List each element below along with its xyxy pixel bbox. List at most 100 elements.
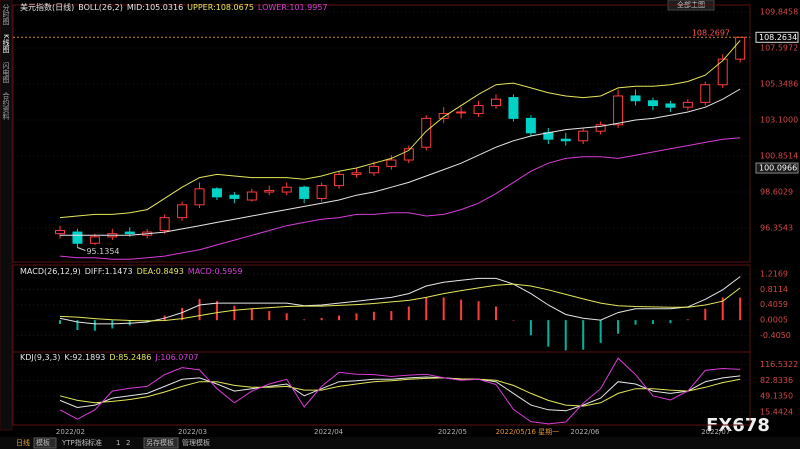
macd-bar bbox=[686, 319, 689, 321]
toolbar-item[interactable]: 标准 bbox=[88, 438, 102, 447]
indicator-line bbox=[59, 276, 741, 325]
sidebar-tab[interactable]: K线图 bbox=[2, 34, 10, 54]
macd-bar bbox=[372, 311, 375, 321]
toolbar bbox=[0, 437, 800, 449]
macd-bar bbox=[704, 308, 707, 321]
candle-body bbox=[72, 231, 83, 244]
x-tick-label: 2022/03 bbox=[178, 428, 207, 436]
macd-bar bbox=[320, 317, 323, 321]
toolbar-item[interactable]: 日线 bbox=[16, 438, 30, 447]
sidebar bbox=[0, 0, 13, 431]
y-tick-label: 49.1350 bbox=[760, 392, 793, 401]
cursor-price-label: 100.0966 bbox=[759, 164, 797, 173]
candle-body bbox=[334, 173, 345, 187]
header-item: MACD(26,12,9) bbox=[20, 267, 81, 276]
candle-body bbox=[246, 191, 257, 201]
toolbar-item[interactable]: 模板 bbox=[36, 438, 50, 447]
macd-bar bbox=[477, 301, 480, 321]
candle-body bbox=[177, 204, 188, 219]
candle-body bbox=[700, 84, 711, 103]
macd-bar bbox=[250, 308, 253, 321]
panel-frame bbox=[12, 351, 751, 426]
macd-bar bbox=[442, 297, 445, 321]
toolbar-highlight bbox=[143, 437, 179, 449]
candle-body bbox=[717, 58, 728, 86]
header-item: J:106.0707 bbox=[154, 353, 198, 362]
header-item: 美元指数(日线) bbox=[20, 2, 74, 12]
header-item: BOLL(26,2) bbox=[78, 3, 123, 12]
macd-bar bbox=[460, 299, 463, 321]
candle-body bbox=[613, 95, 624, 126]
candle-body bbox=[421, 117, 432, 148]
toolbar-item[interactable]: 2 bbox=[126, 439, 130, 447]
macd-bar bbox=[564, 320, 567, 351]
x-tick-label: 2022/05 bbox=[438, 428, 467, 436]
y-tick-label: 105.3486 bbox=[760, 79, 798, 88]
candle-body bbox=[438, 113, 449, 119]
macd-bar bbox=[407, 306, 410, 321]
low-marker-line bbox=[77, 247, 86, 251]
macd-bar bbox=[181, 308, 184, 321]
macd-bar bbox=[582, 320, 585, 350]
macd-bar bbox=[425, 297, 428, 321]
candle-body bbox=[194, 188, 205, 206]
y-tick-label: 109.8458 bbox=[760, 7, 798, 16]
x-tick-label: 2022/07 bbox=[701, 428, 730, 436]
toolbar-item[interactable]: YTP指标 bbox=[61, 438, 89, 447]
panel-frame bbox=[12, 4, 751, 263]
low-marker-label: 95.1354 bbox=[86, 247, 119, 256]
candle-body bbox=[316, 185, 327, 199]
y-tick-label: 0.0005 bbox=[760, 316, 788, 325]
y-tick-label: 100.8514 bbox=[760, 151, 798, 160]
x-tick-label: 2022/02 bbox=[56, 428, 85, 436]
candle-body bbox=[264, 189, 275, 193]
macd-bar bbox=[739, 297, 742, 321]
macd-bar bbox=[198, 298, 201, 321]
sidebar-tab[interactable]: 分时图 bbox=[2, 3, 10, 26]
sidebar-tab[interactable]: 闪电图 bbox=[2, 61, 10, 84]
last-price-label: 108.2634 bbox=[759, 33, 797, 42]
macd-bar bbox=[285, 313, 288, 321]
macd-bar bbox=[233, 305, 236, 321]
candle-body bbox=[508, 97, 519, 119]
indicator-line bbox=[59, 40, 741, 219]
indicator-line bbox=[59, 357, 741, 425]
toolbar-item[interactable]: 管理模板 bbox=[182, 438, 210, 447]
candle-body bbox=[647, 100, 658, 107]
header-item: KDJ(9,3,3) bbox=[20, 353, 60, 362]
candle-body bbox=[299, 186, 310, 199]
y-tick-label: 103.1000 bbox=[760, 115, 798, 124]
candle-body bbox=[595, 124, 606, 132]
macd-bar bbox=[529, 320, 532, 336]
header-item: MACD:0.5959 bbox=[188, 267, 243, 276]
y-tick-label: 107.5972 bbox=[760, 43, 798, 52]
y-tick-label: 0.8114 bbox=[760, 285, 788, 294]
toolbar-item[interactable]: 1 bbox=[116, 439, 120, 447]
macd-bar bbox=[495, 306, 497, 321]
candle-body bbox=[525, 117, 536, 134]
macd-bar bbox=[215, 301, 218, 321]
macd-bar bbox=[512, 320, 515, 321]
sidebar-tab[interactable]: 合约资料 bbox=[2, 91, 10, 121]
y-tick-label: 82.8336 bbox=[760, 376, 793, 385]
header-item: LOWER:101.9957 bbox=[258, 3, 328, 12]
candle-body bbox=[211, 188, 222, 198]
panel-header: MACD(26,12,9) DIFF:1.1473 DEA:0.8493 MACD:0… bbox=[20, 267, 242, 276]
macd-bar bbox=[355, 313, 358, 321]
candle-body bbox=[55, 229, 65, 235]
header-item: DEA:0.8493 bbox=[137, 267, 184, 276]
macd-bar bbox=[59, 320, 61, 324]
candle-body bbox=[89, 236, 100, 244]
candle-body bbox=[159, 217, 170, 231]
toolbar-highlight bbox=[33, 437, 57, 449]
candle-body bbox=[229, 194, 240, 199]
header-item: K:92.1893 bbox=[64, 353, 105, 362]
toolbar-item[interactable]: 另存模板 bbox=[146, 438, 174, 447]
candle-body bbox=[351, 172, 362, 175]
candle-body bbox=[682, 101, 693, 108]
y-tick-label: 116.5322 bbox=[760, 360, 798, 369]
macd-bar bbox=[93, 320, 96, 331]
high-marker-label: 108.2697 bbox=[692, 29, 730, 38]
candle-body bbox=[403, 148, 414, 161]
candle-body bbox=[473, 105, 484, 115]
